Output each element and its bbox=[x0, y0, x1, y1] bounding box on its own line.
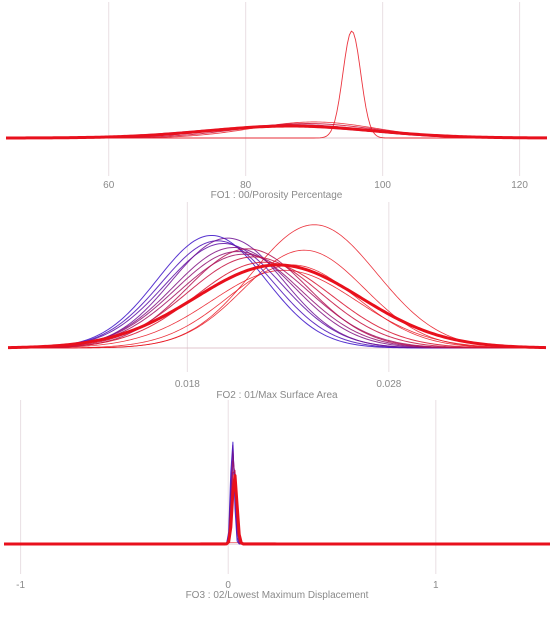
axis-label-2: FO2 : 01/Max Surface Area bbox=[216, 390, 338, 401]
tick-label-3-2: 0 bbox=[225, 580, 231, 591]
tick-label-1-3: 100 bbox=[374, 180, 391, 191]
density-curve-2-1 bbox=[7, 234, 546, 349]
tick-label-3-1: -1 bbox=[16, 580, 25, 591]
density-curve-1-9 bbox=[6, 30, 547, 139]
axis-label-1: FO1 : 00/Porosity Percentage bbox=[211, 190, 343, 201]
density-curve-3-4 bbox=[4, 460, 550, 545]
tick-label-1-4: 120 bbox=[511, 180, 528, 191]
tick-label-1-1: 60 bbox=[103, 180, 115, 191]
axis-label-3: FO3 : 02/Lowest Maximum Displacement bbox=[186, 590, 369, 601]
density-curve-2-13 bbox=[8, 264, 546, 349]
density-curve-3-6 bbox=[4, 474, 550, 546]
density-curve-1-10 bbox=[6, 124, 548, 140]
tick-label-1-2: 80 bbox=[240, 180, 252, 191]
tick-label-2-1: 0.018 bbox=[175, 379, 200, 390]
density-curve-3-1 bbox=[4, 441, 550, 545]
density-curve-2-14 bbox=[8, 269, 547, 349]
tick-label-3-3: 1 bbox=[433, 580, 439, 591]
chart-panel-1: 60 80 100 120 FO1 : 00/Porosity Percentage bbox=[6, 2, 548, 201]
density-curve-3-2 bbox=[4, 444, 550, 545]
density-curve-3-3 bbox=[4, 451, 550, 545]
density-curve-2-9 bbox=[7, 256, 546, 349]
density-curve-2-15 bbox=[7, 263, 547, 350]
density-curve-2-10 bbox=[7, 261, 546, 349]
tick-label-2-2: 0.028 bbox=[376, 379, 401, 390]
chart-panel-2: 0.018 0.028 FO2 : 01/Max Surface Area bbox=[7, 202, 547, 401]
density-curve-3-5 bbox=[4, 469, 550, 545]
chart-panel-3: -1 0 1 FO3 : 02/Lowest Maximum Displacement bbox=[4, 400, 550, 601]
density-curve-2-2 bbox=[7, 240, 546, 349]
